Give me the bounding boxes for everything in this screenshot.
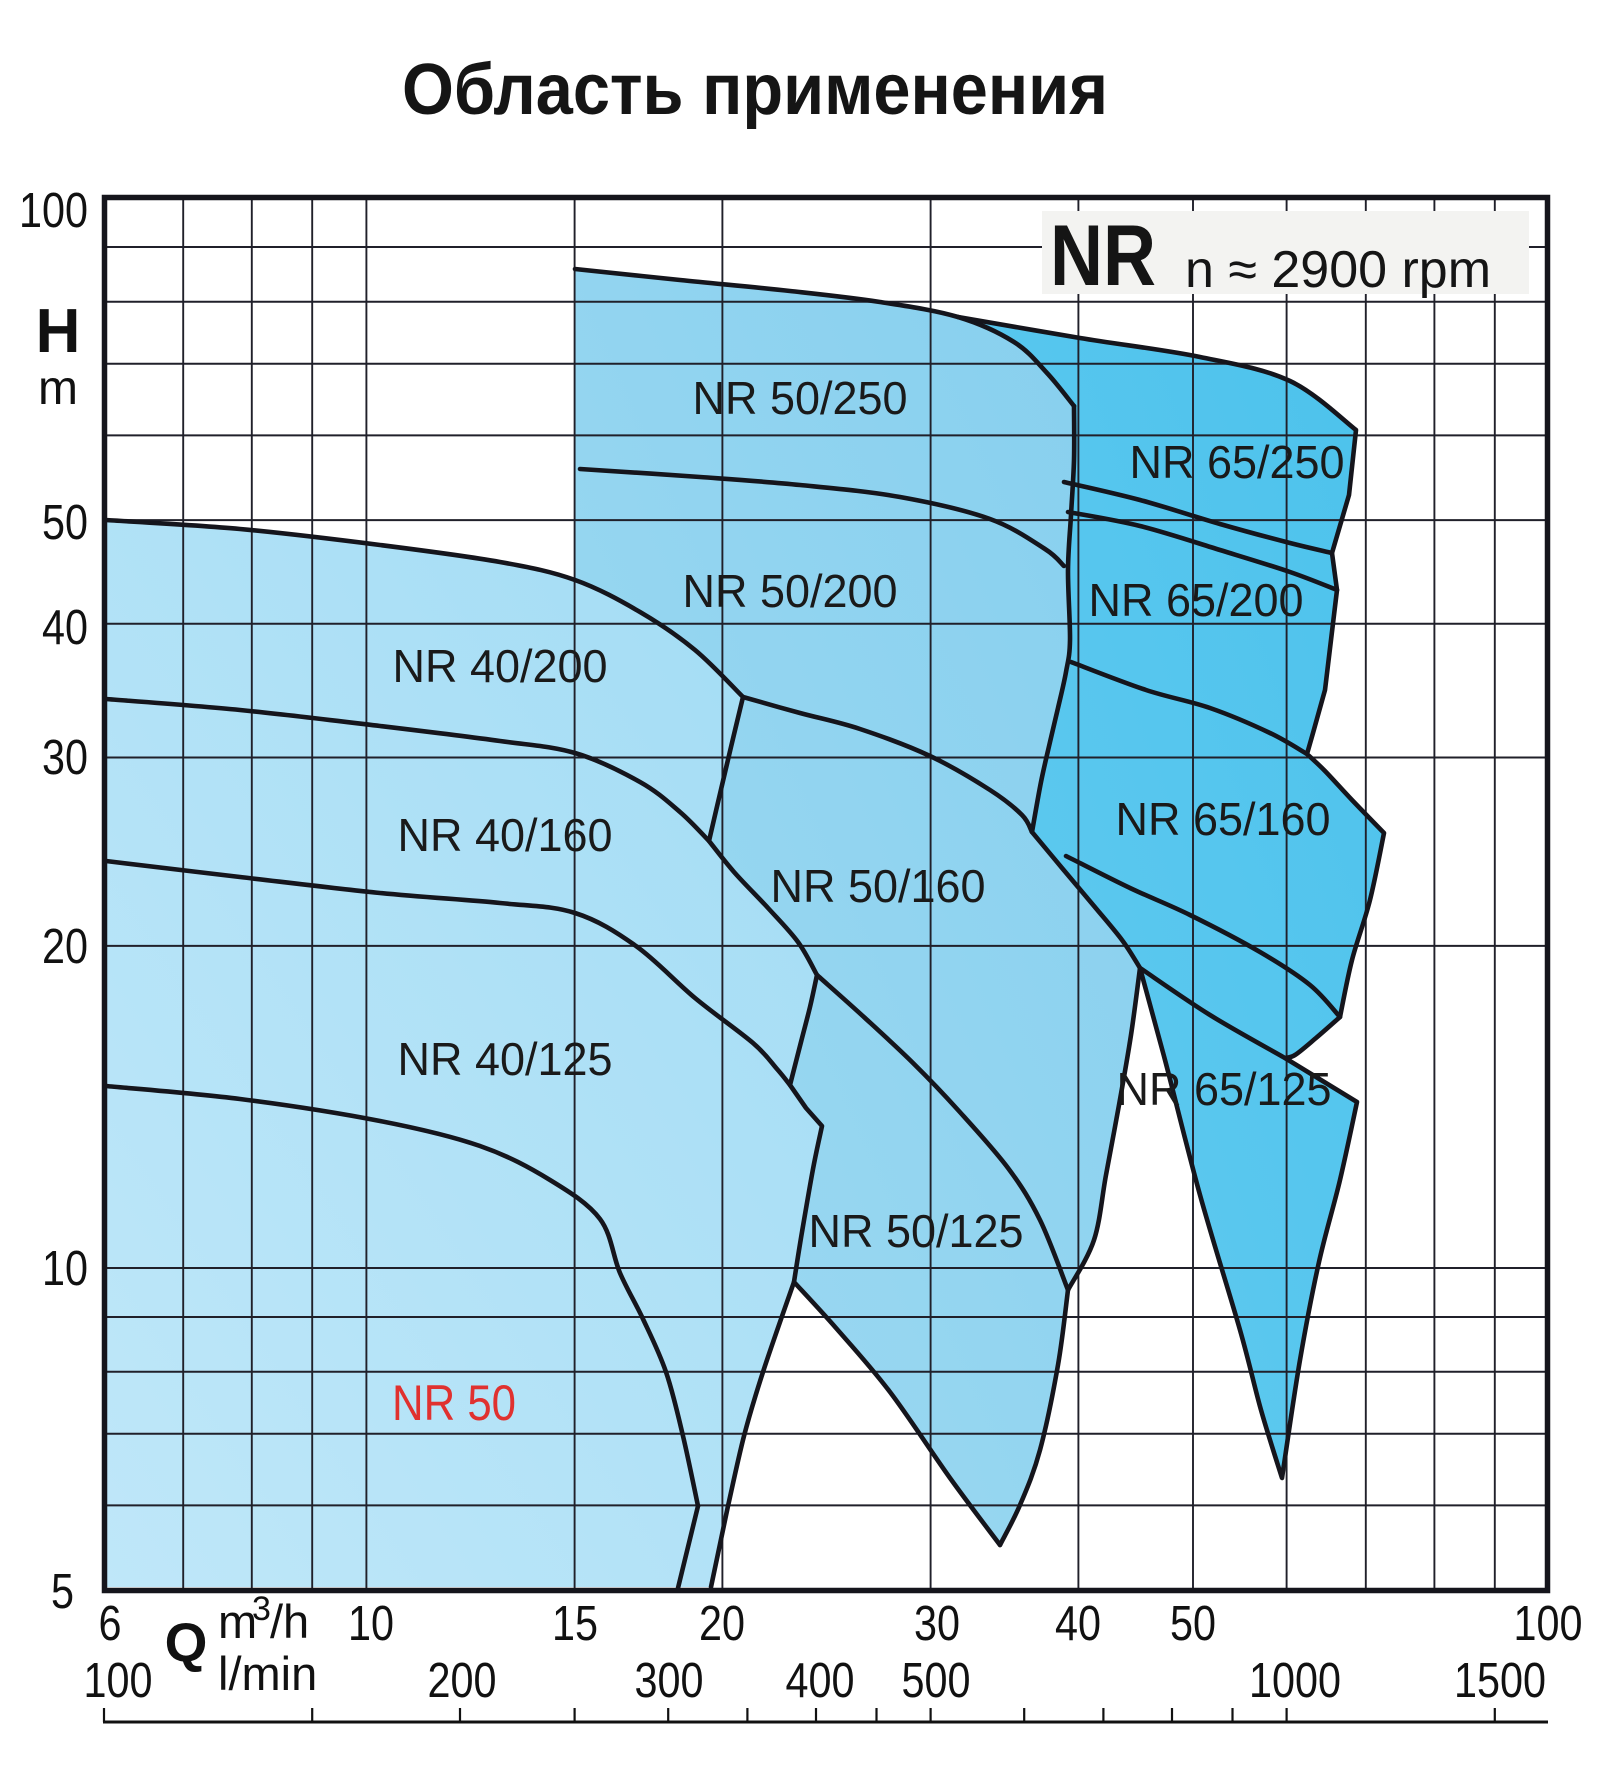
svg-text:NR 50/250: NR 50/250 [693,372,908,424]
svg-text:30: 30 [42,731,88,785]
svg-text:15: 15 [552,1597,598,1651]
svg-text:l/min: l/min [218,1647,317,1700]
svg-text:30: 30 [914,1597,960,1651]
svg-text:NR 65/160: NR 65/160 [1116,793,1331,845]
svg-text:10: 10 [42,1242,88,1296]
svg-text:300: 300 [635,1654,704,1708]
svg-text:500: 500 [902,1654,971,1708]
svg-text:NR 40/160: NR 40/160 [398,809,613,861]
svg-text:n ≈ 2900 rpm: n ≈ 2900 rpm [1185,241,1491,299]
svg-text:6: 6 [99,1597,122,1651]
svg-text:20: 20 [699,1597,745,1651]
svg-text:40: 40 [1055,1597,1101,1651]
svg-text:NR 50: NR 50 [392,1375,516,1431]
svg-text:NR 50/160: NR 50/160 [771,860,986,912]
svg-text:100: 100 [1514,1597,1583,1651]
svg-text:NR: NR [1050,208,1156,304]
svg-text:NR 65/250: NR 65/250 [1130,436,1345,488]
svg-text:3: 3 [252,1590,271,1628]
svg-text:Область применения: Область применения [402,50,1108,130]
svg-text:400: 400 [786,1654,855,1708]
svg-text:50: 50 [1170,1597,1216,1651]
svg-text:1000: 1000 [1249,1654,1341,1708]
svg-text:NR 40/125: NR 40/125 [398,1033,613,1085]
svg-text:NR 40/200: NR 40/200 [393,640,608,692]
svg-text:50: 50 [42,496,88,550]
svg-text:100: 100 [84,1654,153,1708]
svg-text:NR 65/125: NR 65/125 [1117,1063,1332,1115]
svg-text:5: 5 [51,1565,74,1619]
svg-text:40: 40 [42,601,88,655]
svg-text:NR 65/200: NR 65/200 [1089,574,1304,626]
svg-text:m: m [218,1595,257,1648]
svg-text:Q: Q [165,1611,208,1673]
svg-text:/h: /h [270,1595,309,1648]
svg-text:20: 20 [42,920,88,974]
svg-text:NR 50/125: NR 50/125 [809,1205,1024,1257]
svg-text:m: m [38,362,78,415]
svg-text:10: 10 [348,1597,394,1651]
svg-text:200: 200 [428,1654,497,1708]
svg-text:NR 50/200: NR 50/200 [683,565,898,617]
svg-text:H: H [36,297,81,366]
svg-text:100: 100 [19,184,88,238]
svg-text:1500: 1500 [1454,1654,1546,1708]
